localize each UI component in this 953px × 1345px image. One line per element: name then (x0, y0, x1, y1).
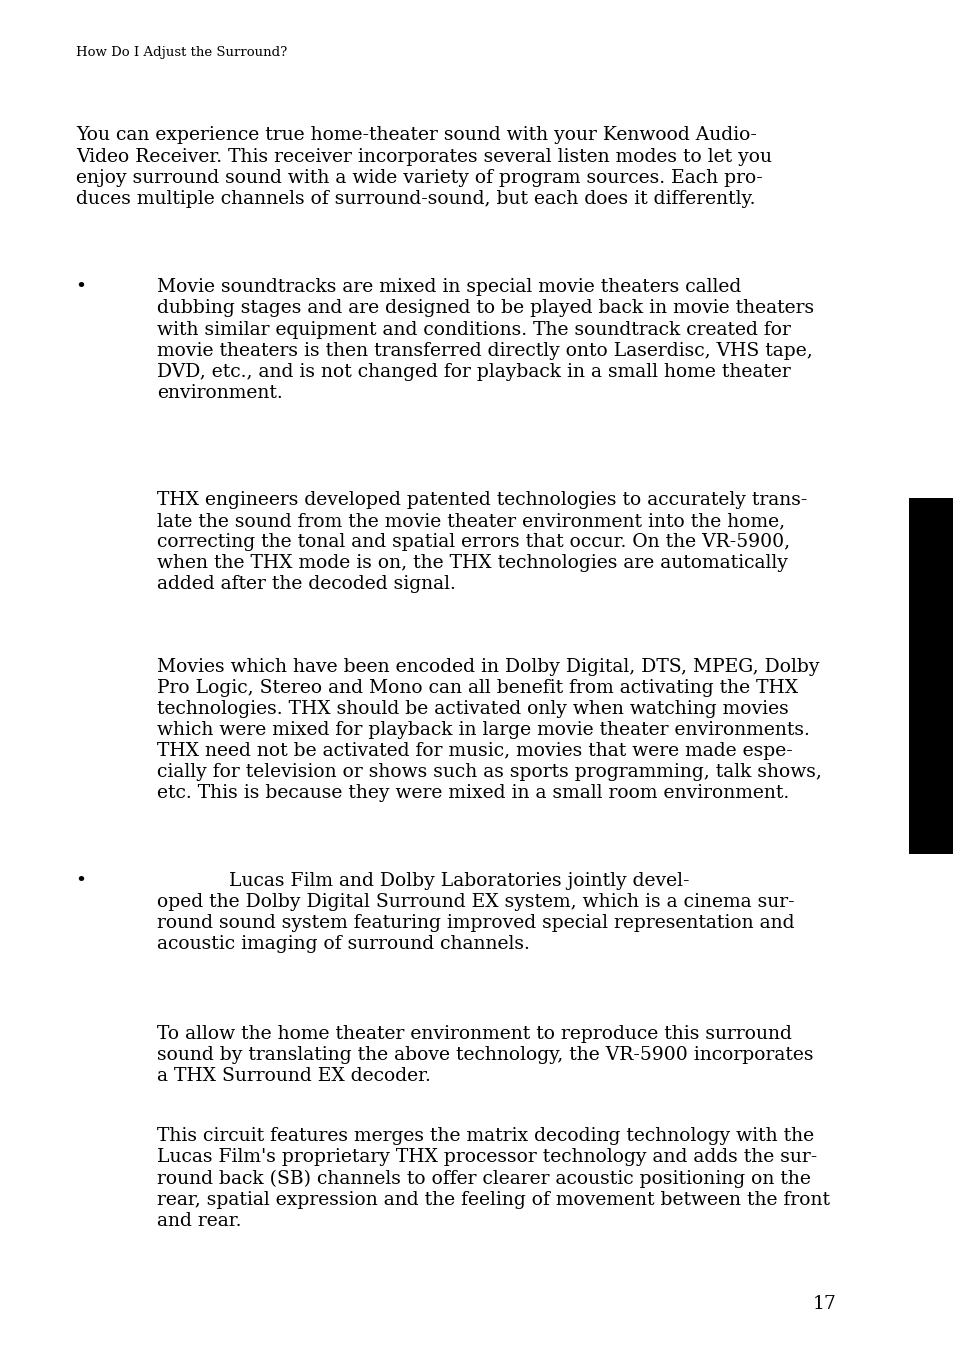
Text: Lucas Film and Dolby Laboratories jointly devel-
oped the Dolby Digital Surround: Lucas Film and Dolby Laboratories jointl… (157, 872, 794, 952)
Text: 17: 17 (812, 1295, 836, 1313)
Text: Movies which have been encoded in Dolby Digital, DTS, MPEG, Dolby
Pro Logic, Ste: Movies which have been encoded in Dolby … (157, 658, 821, 802)
Text: •: • (75, 872, 87, 889)
Text: To allow the home theater environment to reproduce this surround
sound by transl: To allow the home theater environment to… (157, 1025, 813, 1085)
Bar (908, 498, 953, 854)
Text: How Do I Adjust the Surround?: How Do I Adjust the Surround? (76, 46, 287, 59)
Text: This circuit features merges the matrix decoding technology with the
Lucas Film': This circuit features merges the matrix … (157, 1127, 829, 1229)
Text: You can experience true home-theater sound with your Kenwood Audio-
Video Receiv: You can experience true home-theater sou… (76, 126, 772, 207)
Text: THX engineers developed patented technologies to accurately trans-
late the soun: THX engineers developed patented technol… (157, 491, 807, 593)
Text: Movie soundtracks are mixed in special movie theaters called
dubbing stages and : Movie soundtracks are mixed in special m… (157, 278, 814, 402)
Text: •: • (75, 278, 87, 296)
